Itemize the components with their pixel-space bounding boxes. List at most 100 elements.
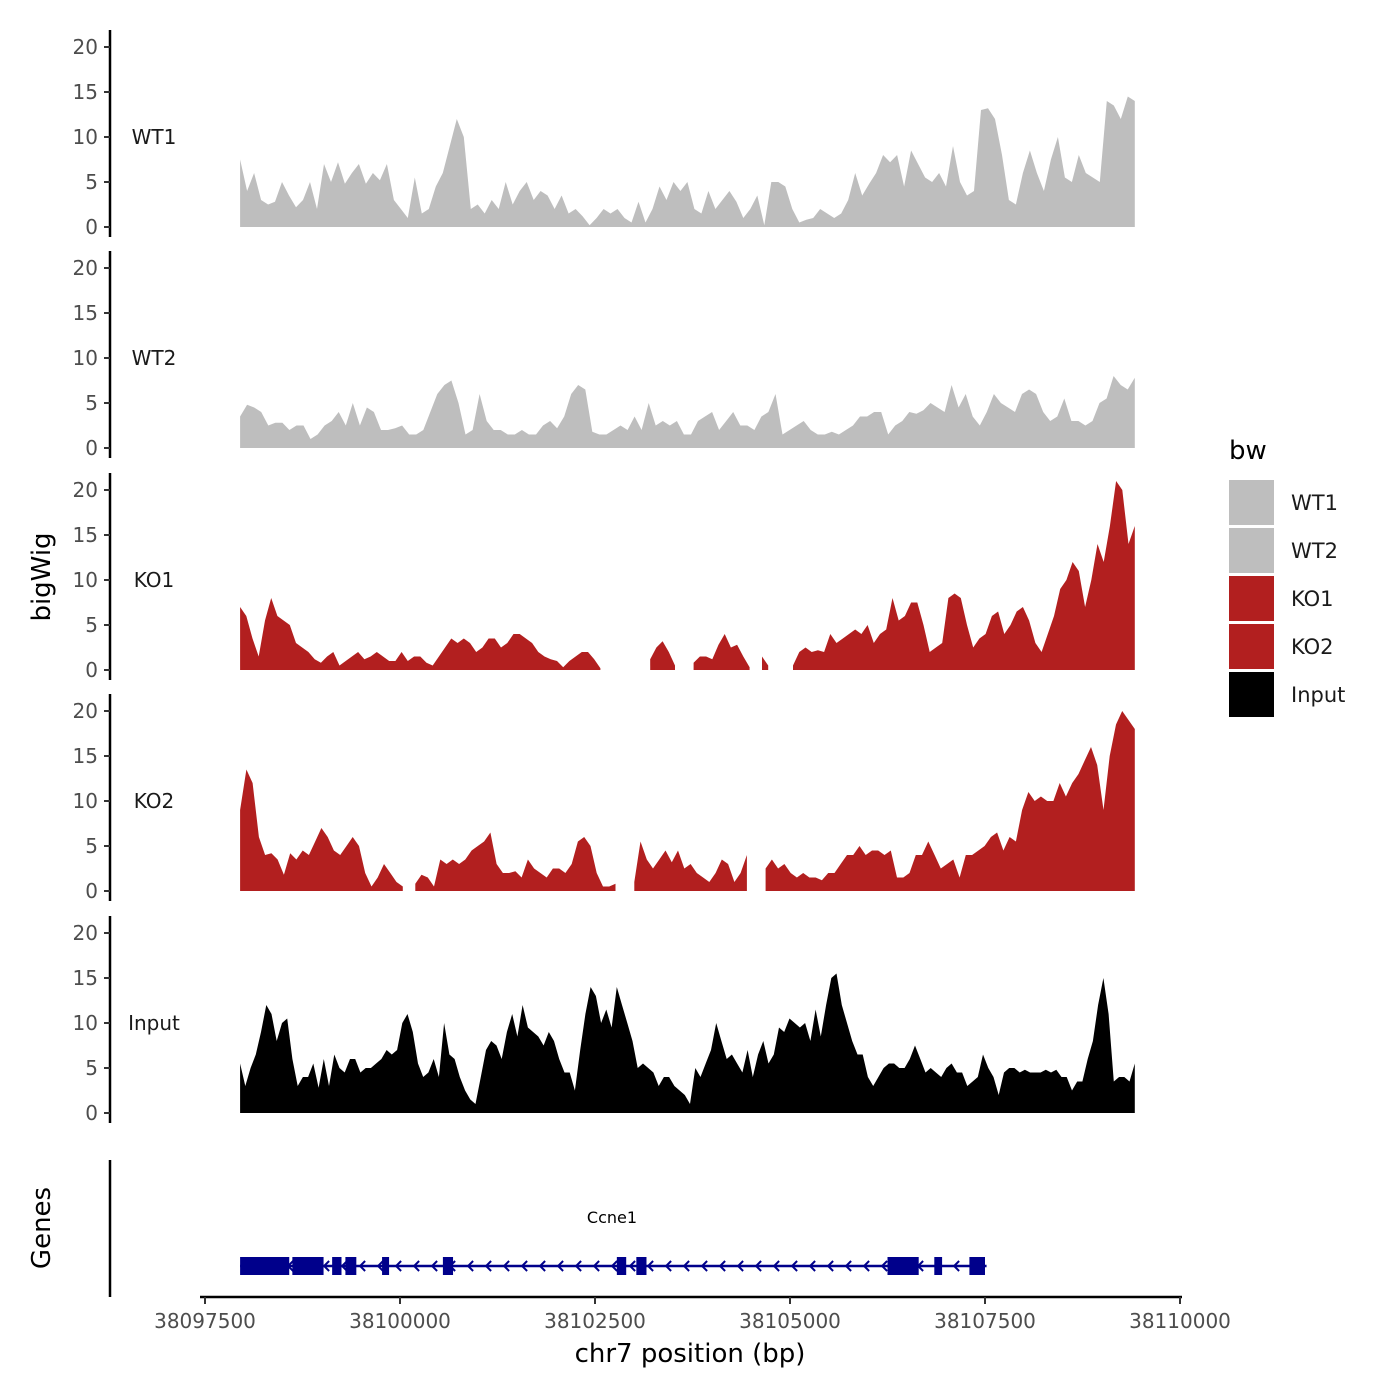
y-tick-label: 20: [73, 921, 98, 945]
gene-exon: [934, 1257, 943, 1275]
y-tick-label: 20: [73, 256, 98, 280]
genes-axis-title: Genes: [27, 1187, 57, 1269]
strand-arrow: [520, 1260, 528, 1272]
y-tick-label: 15: [73, 301, 98, 325]
strand-arrow: [610, 1260, 618, 1272]
track-wt2: 0 5 10 15 20 WT2: [73, 251, 1135, 460]
genes-panel: Ccne1: [108, 1160, 987, 1297]
legend-label: Input: [1291, 683, 1345, 707]
strand-arrow: [574, 1260, 582, 1272]
signal-area-ko2: [240, 769, 403, 891]
strand-arrow: [826, 1260, 834, 1272]
legend-label: KO2: [1291, 635, 1334, 659]
strand-arrow: [952, 1260, 960, 1272]
strand-arrow: [808, 1260, 816, 1272]
gene-exon: [292, 1257, 324, 1275]
legend-key-wt1: [1229, 480, 1274, 525]
y-tick-label: 15: [73, 80, 98, 104]
track-label: KO2: [134, 789, 175, 813]
x-tick-label: 38097500: [154, 1309, 256, 1333]
track-label: KO1: [134, 568, 175, 592]
strand-arrow: [682, 1260, 690, 1272]
signal-area-ko1: [793, 481, 1135, 670]
x-axis: 38097500 38100000 38102500 38105000 38107500…: [154, 1295, 1231, 1333]
y-tick-label: 0: [85, 215, 98, 239]
y-tick-label: 15: [73, 523, 98, 547]
y-tick-label: 10: [73, 789, 98, 813]
y-tick-label: 5: [85, 1056, 98, 1080]
y-tick-label: 0: [85, 1101, 98, 1125]
strand-arrow: [844, 1260, 852, 1272]
strand-arrow: [538, 1260, 546, 1272]
gene-exon: [636, 1257, 647, 1275]
track-ko1: 0 5 10 15 20 KO1: [73, 473, 1135, 682]
legend-key-ko2: [1229, 624, 1274, 669]
gene-exon: [382, 1257, 390, 1275]
x-tick-label: 38105000: [739, 1309, 841, 1333]
gene-exon: [887, 1257, 919, 1275]
strand-arrow: [358, 1260, 366, 1272]
gene-label: Ccne1: [587, 1208, 637, 1227]
legend-label: WT2: [1291, 539, 1338, 563]
strand-arrow: [664, 1260, 672, 1272]
strand-arrow: [322, 1260, 330, 1272]
strand-arrow: [736, 1260, 744, 1272]
tracks-group: 0 5 10 15 20 WT1 0 5 10 15 20 WT2 0 5 10 15 20 KO1 0 5 10 15 2…: [73, 30, 1135, 1125]
strand-arrow: [754, 1260, 762, 1272]
y-tick-label: 0: [85, 436, 98, 460]
legend-key-ko1: [1229, 576, 1274, 621]
strand-arrow: [430, 1260, 438, 1272]
strand-arrow: [790, 1260, 798, 1272]
legend-key-input: [1229, 672, 1274, 717]
y-tick-label: 15: [73, 966, 98, 990]
x-axis-title: chr7 position (bp): [575, 1339, 806, 1369]
gene-exon: [442, 1257, 454, 1275]
signal-area-wt2: [240, 376, 1135, 448]
y-tick-label: 20: [73, 699, 98, 723]
strand-arrow: [592, 1260, 600, 1272]
legend: bw WT1 WT2 KO1 KO2 Input: [1229, 436, 1345, 717]
track-label: WT2: [132, 346, 177, 370]
y-tick-label: 0: [85, 879, 98, 903]
strand-arrow: [412, 1260, 420, 1272]
strand-arrow: [772, 1260, 780, 1272]
legend-key-wt2: [1229, 528, 1274, 573]
track-wt1: 0 5 10 15 20 WT1: [73, 30, 1135, 239]
signal-area-input: [240, 973, 1135, 1113]
strand-arrow: [700, 1260, 708, 1272]
strand-arrow: [628, 1260, 636, 1272]
x-tick-label: 38107500: [934, 1309, 1036, 1333]
signal-area-ko2: [415, 832, 616, 891]
y-tick-label: 5: [85, 613, 98, 637]
y-tick-label: 10: [73, 1011, 98, 1035]
gene-ccne1: Ccne1: [240, 1208, 987, 1275]
x-tick-label: 38110000: [1129, 1309, 1231, 1333]
strand-arrow: [394, 1260, 402, 1272]
legend-title: bw: [1229, 436, 1267, 466]
strand-arrow: [556, 1260, 564, 1272]
y-axis-title: bigWig: [27, 532, 57, 621]
y-tick-label: 20: [73, 478, 98, 502]
y-tick-label: 10: [73, 125, 98, 149]
x-tick-label: 38100000: [349, 1309, 451, 1333]
signal-area-ko1: [762, 656, 769, 670]
track-label: WT1: [132, 125, 177, 149]
strand-arrow: [484, 1260, 492, 1272]
gene-exon: [332, 1257, 342, 1275]
y-tick-label: 10: [73, 568, 98, 592]
strand-arrow: [376, 1260, 384, 1272]
y-tick-label: 5: [85, 170, 98, 194]
track-input: 0 5 10 15 20 Input: [73, 916, 1135, 1125]
legend-label: WT1: [1291, 491, 1338, 515]
gene-exon: [616, 1257, 627, 1275]
strand-arrow: [502, 1260, 510, 1272]
strand-arrow: [862, 1260, 870, 1272]
y-tick-label: 20: [73, 35, 98, 59]
strand-arrow: [466, 1260, 474, 1272]
signal-area-ko2: [634, 841, 747, 891]
signal-area-ko1: [240, 598, 601, 670]
signal-area-ko2: [765, 711, 1135, 891]
gene-exon: [240, 1257, 290, 1275]
strand-arrow: [646, 1260, 654, 1272]
